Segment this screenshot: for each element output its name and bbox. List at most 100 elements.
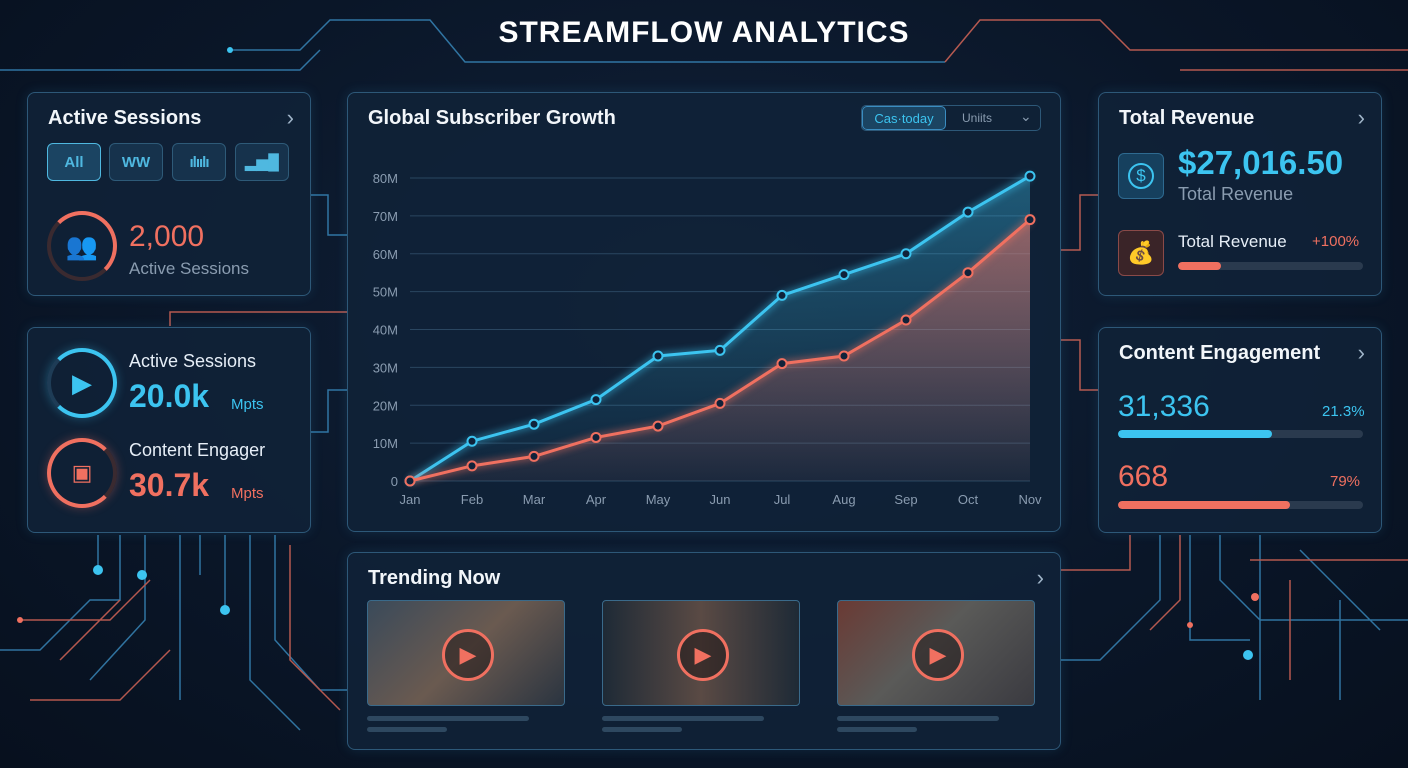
y-tick-label: 10M <box>373 436 398 451</box>
mini-b-value: 30.7k <box>129 467 210 503</box>
video-thumbnail[interactable]: ▶ <box>602 600 800 706</box>
x-tick-label: May <box>646 492 671 507</box>
revenue-value: $27,016.50 <box>1178 144 1344 181</box>
engagement-a-progress <box>1118 430 1363 438</box>
x-tick-label: Jan <box>400 492 421 507</box>
mini-a-unit: Mpts <box>231 396 264 413</box>
data-point-cyan <box>900 248 912 260</box>
data-point-red <box>404 475 416 487</box>
mini-b-label: Content Engager <box>129 440 266 460</box>
revenue-label: Total Revenue <box>1178 184 1294 204</box>
series-area-red <box>410 219 1030 481</box>
x-tick-label: Sep <box>894 492 917 507</box>
revenue-sub-label: Total Revenue <box>1178 232 1287 251</box>
data-point-cyan <box>838 269 850 281</box>
x-tick-label: Aug <box>832 492 855 507</box>
data-point-red <box>900 314 912 326</box>
filter-bars[interactable]: ▂▅█ <box>235 143 289 181</box>
revenue-sub-pct: +100% <box>1312 233 1360 250</box>
mini-a-value: 20.0k <box>129 378 210 414</box>
revenue-progress <box>1178 262 1363 270</box>
engagement-a-value: 31,336 <box>1118 390 1210 423</box>
y-tick-label: 50M <box>373 285 398 300</box>
engagement-a-pct: 21.3% <box>1322 403 1365 420</box>
bar-chart-icon: ▂▅█ <box>245 154 279 171</box>
chevron-right-icon[interactable]: › <box>1357 105 1365 130</box>
filter-waveform[interactable]: ılıılı <box>172 143 226 181</box>
play-icon[interactable]: ▶ <box>912 629 964 681</box>
x-tick-label: Mar <box>523 492 546 507</box>
video-icon: ▣ <box>47 438 117 508</box>
engagement-b-pct: 79% <box>1330 473 1361 490</box>
panel-title: Trending Now <box>368 567 501 589</box>
play-icon[interactable]: ▶ <box>442 629 494 681</box>
data-point-cyan <box>590 394 602 406</box>
data-point-cyan <box>652 350 664 362</box>
data-point-cyan <box>962 206 974 218</box>
users-icon: 👥 <box>47 211 117 281</box>
data-point-red <box>776 358 788 370</box>
x-tick-label: Jul <box>774 492 791 507</box>
data-point-cyan <box>714 344 726 356</box>
data-point-cyan <box>528 418 540 430</box>
y-tick-label: 30M <box>373 360 398 375</box>
data-point-red <box>466 460 478 472</box>
video-thumbnail[interactable]: ▶ <box>367 600 565 706</box>
data-point-cyan <box>1024 170 1036 182</box>
video-thumbnail[interactable]: ▶ <box>837 600 1035 706</box>
play-icon[interactable]: ▶ <box>677 629 729 681</box>
money-bag-icon: 💰 <box>1118 230 1164 276</box>
data-point-red <box>962 267 974 279</box>
x-tick-label: Jun <box>710 492 731 507</box>
waveform-icon: ılıılı <box>189 153 209 171</box>
filter-all[interactable]: All <box>47 143 101 181</box>
range-toggle: Cas·today Uniits ⌄ <box>861 105 1041 131</box>
y-tick-label: 20M <box>373 398 398 413</box>
toggle-today[interactable]: Cas·today <box>862 106 946 130</box>
panel-title: Active Sessions <box>48 107 202 129</box>
placeholder-line <box>602 716 764 721</box>
engagement-b-progress <box>1118 501 1363 509</box>
dollar-icon: $ <box>1118 153 1164 199</box>
placeholder-line <box>837 727 917 732</box>
y-tick-label: 40M <box>373 323 398 338</box>
y-tick-label: 70M <box>373 209 398 224</box>
chevron-down-icon[interactable]: ⌄ <box>1020 108 1032 124</box>
data-point-red <box>714 397 726 409</box>
app-title: STREAMFLOW ANALYTICS <box>498 16 910 49</box>
y-tick-label: 60M <box>373 247 398 262</box>
filter-ww[interactable]: WW <box>109 143 163 181</box>
placeholder-line <box>367 727 447 732</box>
data-point-red <box>1024 214 1036 226</box>
data-point-cyan <box>466 435 478 447</box>
data-point-red <box>838 350 850 362</box>
chevron-right-icon[interactable]: › <box>1357 340 1365 365</box>
toggle-units[interactable]: Uniits <box>962 111 993 125</box>
data-point-cyan <box>776 289 788 301</box>
placeholder-line <box>837 716 999 721</box>
mini-a-label: Active Sessions <box>129 351 257 371</box>
x-tick-label: Nov <box>1018 492 1042 507</box>
data-point-red <box>652 420 664 432</box>
chevron-right-icon[interactable]: › <box>1036 565 1044 590</box>
data-point-red <box>590 431 602 443</box>
chevron-right-icon[interactable]: › <box>286 105 294 130</box>
placeholder-line <box>367 716 529 721</box>
play-circle-icon: ▶ <box>47 348 117 418</box>
data-point-red <box>528 450 540 462</box>
panel-title: Total Revenue <box>1119 107 1255 129</box>
x-tick-label: Feb <box>461 492 483 507</box>
x-tick-label: Oct <box>958 492 979 507</box>
placeholder-line <box>602 727 682 732</box>
y-tick-label: 0 <box>391 474 398 489</box>
mini-b-unit: Mpts <box>231 485 264 502</box>
chart-title: Global Subscriber Growth <box>368 107 616 129</box>
y-tick-label: 80M <box>373 171 398 186</box>
sessions-label: Active Sessions <box>129 259 249 278</box>
line-chart: 0 10M 20M 30M 40M 50M 60M 70M 80M Jan Feb Mar Apr May… <box>373 170 1042 507</box>
sessions-value: 2,000 <box>129 220 205 253</box>
x-tick-label: Apr <box>586 492 607 507</box>
panel-title: Content Engagement <box>1119 342 1321 364</box>
engagement-b-value: 668 <box>1118 460 1169 493</box>
